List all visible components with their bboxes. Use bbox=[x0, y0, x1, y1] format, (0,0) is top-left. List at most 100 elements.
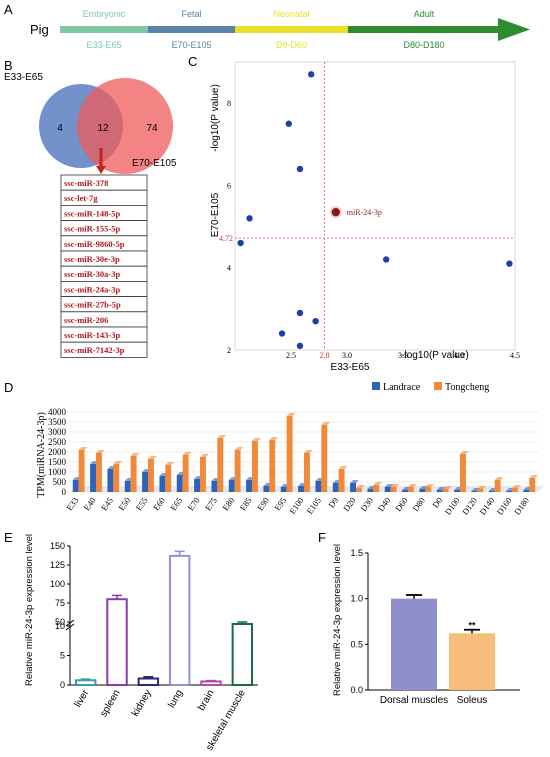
bar-top bbox=[252, 438, 261, 441]
stage-range: D0-D60 bbox=[276, 40, 307, 50]
tissue-bar bbox=[137, 677, 160, 687]
bar-landrace bbox=[419, 489, 426, 492]
bar-top bbox=[494, 477, 504, 480]
y-tick-label: 50 bbox=[55, 617, 65, 627]
mirna-list: ssc-miR-378 ssc-let-7g ssc-miR-148-5p ssc-m… bbox=[60, 174, 148, 358]
bar-top bbox=[113, 461, 123, 464]
mirna-name: ssc-miR-30e-3p bbox=[64, 254, 120, 264]
y-tick-label: 4 bbox=[227, 264, 231, 273]
bar-tongcheng bbox=[373, 485, 380, 492]
bar-tongcheng bbox=[477, 489, 484, 492]
mirna-cell bbox=[60, 341, 148, 358]
stage-name: Embryonic bbox=[83, 9, 126, 19]
bar-tongcheng bbox=[425, 487, 432, 492]
x-tick-label: 2.5 bbox=[286, 351, 296, 360]
mirna-name: ssc-miR-7142-3p bbox=[64, 345, 125, 355]
bar-tongcheng bbox=[408, 487, 414, 492]
bar-top bbox=[436, 487, 446, 490]
bar-tongcheng bbox=[269, 440, 276, 492]
threshold-y-label: 4.72 bbox=[219, 234, 233, 243]
bar-top bbox=[373, 482, 383, 485]
stage-range: E70-E105 bbox=[171, 40, 211, 50]
bar-top bbox=[356, 485, 365, 488]
venn-overlap: 12 bbox=[97, 123, 109, 134]
timeline-segment bbox=[60, 26, 148, 33]
highlight-point bbox=[331, 207, 340, 217]
timeline-segment bbox=[148, 26, 235, 33]
bar-tongcheng bbox=[234, 450, 241, 492]
muscle-bar bbox=[449, 633, 495, 690]
scatter-point bbox=[383, 256, 390, 263]
x-tick-label: Dorsal muscles bbox=[380, 695, 448, 706]
y-tick-label: 10 bbox=[55, 621, 65, 631]
bar-top bbox=[425, 484, 435, 487]
bar-top bbox=[148, 456, 157, 459]
y-tick-label: 0 bbox=[60, 680, 65, 690]
x-tick-label: D100 bbox=[443, 495, 462, 516]
mirna-name: ssc-miR-143-3p bbox=[64, 330, 120, 340]
y-tick-label: 2 bbox=[227, 346, 231, 355]
x-tick-label: D30 bbox=[358, 495, 375, 513]
y-tick-label: 0.0 bbox=[350, 685, 363, 695]
legend-label: Landrace bbox=[383, 382, 421, 393]
x-tick-label: lung bbox=[166, 688, 185, 710]
y-tick-label: 500 bbox=[53, 477, 67, 487]
y-axis-title: Relative miR-24-3p expression level bbox=[24, 534, 35, 686]
y-axis-title: Relative miR-24-3p expression level bbox=[332, 544, 343, 696]
bar-landrace bbox=[194, 479, 200, 492]
x-tick-label: Soleus bbox=[457, 695, 488, 706]
stage-range: E33-E65 bbox=[86, 40, 121, 50]
stage-range: D80-D180 bbox=[403, 40, 444, 50]
bar-top bbox=[234, 447, 244, 450]
scatter-point bbox=[246, 215, 253, 222]
x-tick-label: D180 bbox=[512, 495, 531, 516]
panel-label-f: F bbox=[318, 530, 326, 545]
bar-tongcheng bbox=[217, 438, 224, 492]
x-tick-label: E85 bbox=[238, 495, 254, 512]
timeline-arrow-head bbox=[498, 18, 530, 41]
tissue-bar bbox=[74, 679, 97, 687]
x-tick-label: E55 bbox=[134, 495, 150, 512]
bar-tongcheng bbox=[512, 488, 518, 492]
tissue-bar bbox=[106, 598, 128, 687]
bar-landrace bbox=[246, 480, 252, 492]
stage-name: Adult bbox=[414, 9, 435, 19]
x-tick-label: D9 bbox=[326, 495, 340, 509]
bar-tongcheng bbox=[148, 459, 154, 492]
bar-landrace bbox=[159, 476, 166, 492]
x-tick-label: D60 bbox=[393, 495, 410, 513]
x-tick-label: D120 bbox=[460, 495, 479, 516]
scatter-point bbox=[506, 260, 513, 267]
bar-top bbox=[182, 452, 192, 455]
bar-tongcheng bbox=[442, 489, 449, 492]
legend-label: Tongcheng bbox=[445, 382, 489, 393]
stage-name: Neonatal bbox=[273, 9, 309, 19]
scatter-point bbox=[296, 309, 304, 317]
bar-tongcheng bbox=[165, 465, 172, 492]
scatter-point bbox=[312, 318, 319, 325]
mirna-name: ssc-miR-24a-3p bbox=[64, 284, 120, 294]
axis-break bbox=[65, 619, 75, 627]
y-tick-label: 2500 bbox=[48, 437, 67, 447]
x-tick-label: D20 bbox=[341, 495, 358, 513]
scatter-point bbox=[296, 165, 304, 173]
bar-top bbox=[96, 450, 105, 453]
bar-landrace bbox=[488, 491, 495, 492]
highlight-label: miR-24-3p bbox=[347, 208, 382, 217]
x-tick-label: liver bbox=[73, 687, 92, 709]
y-tick-label: 5 bbox=[60, 651, 65, 661]
bar-landrace bbox=[315, 481, 322, 492]
x-tick-label: D0 bbox=[430, 495, 444, 509]
x-tick-label: E65 bbox=[168, 495, 184, 512]
bar-top bbox=[165, 462, 175, 465]
venn-arrow-head bbox=[96, 166, 106, 174]
timeline-panel: Pig Embryonic E33-E65 Fetal E70-E105 Neonata… bbox=[30, 9, 530, 50]
mirna-name: ssc-miR-155-5p bbox=[64, 224, 120, 234]
x-tick-label: E90 bbox=[255, 495, 271, 512]
x-tick-label: D160 bbox=[495, 495, 514, 516]
bar-top bbox=[442, 486, 452, 489]
scatter-point bbox=[237, 239, 244, 247]
bar-landrace bbox=[228, 480, 235, 492]
bar-tongcheng bbox=[494, 480, 501, 492]
scatter-point bbox=[307, 71, 315, 78]
